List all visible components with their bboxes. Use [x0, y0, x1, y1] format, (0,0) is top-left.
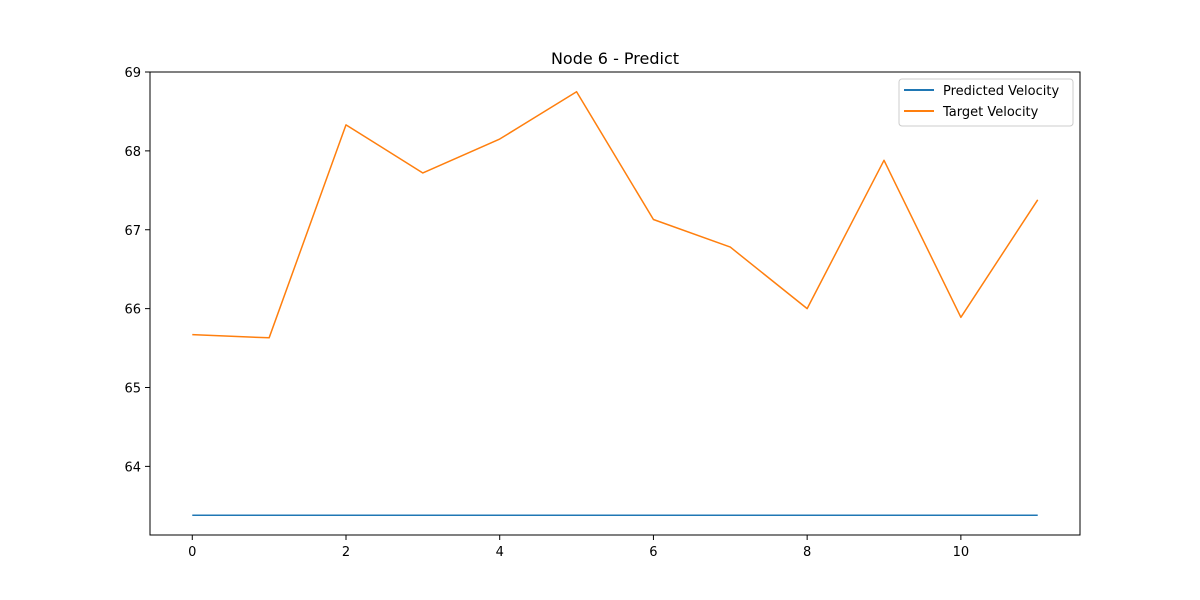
y-tick-label: 68 [124, 145, 141, 160]
series-line-target-velocity [192, 90, 1039, 339]
plot-area-frame [149, 71, 1081, 536]
x-tick-label: 4 [496, 545, 504, 560]
y-tick-label: 67 [124, 224, 141, 239]
x-tick-label: 6 [649, 545, 657, 560]
x-tick-label: 2 [342, 545, 350, 560]
y-tick-label: 65 [124, 382, 141, 397]
y-tick-label: 64 [124, 460, 141, 475]
x-tick-label: 8 [803, 545, 811, 560]
y-tick-label: 69 [124, 66, 141, 81]
legend-label-predicted-velocity: Predicted Velocity [943, 84, 1059, 99]
series-layer [192, 90, 1039, 517]
y-tick-label: 66 [124, 303, 141, 318]
y-axis: 64 65 66 67 68 69 [124, 66, 150, 475]
legend-frame [898, 78, 1074, 127]
legend-label-target-velocity: Target Velocity [942, 105, 1039, 120]
legend: Predicted Velocity Target Velocity [898, 78, 1074, 127]
x-tick-label: 10 [953, 545, 970, 560]
chart-title: Node 6 - Predict [551, 49, 679, 68]
x-axis: 0 2 4 6 8 10 [188, 535, 969, 560]
x-tick-label: 0 [188, 545, 196, 560]
